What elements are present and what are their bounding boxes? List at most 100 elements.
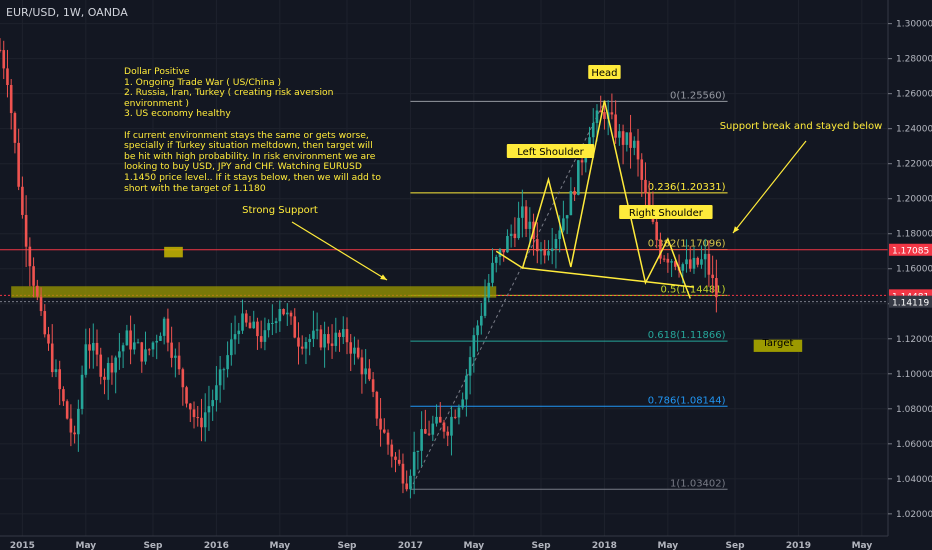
candle-body	[65, 401, 69, 419]
candle-body	[0, 49, 2, 51]
candle-body	[185, 387, 188, 404]
y-tick-label: 1.18000	[896, 230, 932, 240]
candle-body	[681, 264, 685, 271]
fib-label-0: 0(1.25560)	[670, 90, 726, 101]
candle-body	[271, 323, 274, 325]
candle-body	[196, 417, 200, 419]
candle-body	[618, 131, 621, 138]
candle-body	[226, 355, 229, 370]
fib-label-0.618: 0.618(1.11866)	[648, 330, 726, 341]
candle-body	[263, 330, 267, 342]
candle-body	[300, 346, 304, 349]
x-tick-label: 2018	[592, 541, 617, 550]
candle-body	[39, 296, 43, 312]
candle-body	[91, 342, 95, 351]
candle-body	[450, 416, 453, 436]
candle-body	[259, 336, 263, 342]
price-tag-bg	[889, 295, 932, 308]
candle-body	[345, 329, 349, 343]
price-tag: 1.14119	[892, 299, 929, 309]
neckline-left	[495, 250, 523, 269]
y-tick-label: 1.10000	[896, 370, 932, 380]
candle-body	[535, 239, 539, 252]
candle-body	[170, 342, 173, 358]
candle-body	[438, 416, 442, 423]
candle-body	[453, 416, 457, 418]
candle-body	[21, 186, 24, 215]
candle-body	[319, 329, 323, 348]
candle-body	[207, 406, 211, 413]
candle-body	[621, 131, 625, 145]
candle-body	[405, 483, 408, 490]
candle-body	[256, 321, 259, 337]
price-tag-bg	[889, 243, 932, 256]
right-shoulder-label-bg	[619, 205, 713, 219]
fib-label-0.236: 0.236(1.20331)	[648, 182, 726, 193]
x-tick-label: May	[658, 541, 679, 550]
candle-body	[700, 259, 703, 265]
candle-body	[95, 342, 99, 355]
candle-body	[528, 221, 532, 229]
candle-body	[54, 369, 58, 373]
x-tick-label: May	[270, 541, 291, 550]
candle-body	[222, 369, 226, 371]
candle-body	[69, 418, 73, 433]
y-tick-label: 1.04000	[896, 475, 932, 485]
candle-body	[517, 217, 520, 239]
candle-body	[341, 329, 345, 337]
neckline	[522, 267, 695, 288]
candle-body	[349, 342, 353, 354]
x-tick-label: Sep	[726, 541, 746, 550]
candle-body	[375, 391, 379, 419]
candle-body	[461, 399, 464, 408]
candle-body	[356, 347, 360, 358]
candle-body	[312, 330, 315, 339]
candle-body	[177, 355, 181, 370]
candle-body	[442, 422, 446, 432]
x-tick-label: Sep	[531, 541, 551, 550]
candle-body	[28, 246, 32, 267]
y-tick-label: 1.06000	[896, 440, 932, 450]
candle-body	[360, 357, 364, 375]
candle-body	[293, 316, 297, 338]
candle-body	[685, 259, 688, 265]
candle-body	[308, 338, 311, 343]
candle-body	[431, 423, 435, 435]
candle-body	[118, 351, 121, 358]
candle-body	[595, 110, 599, 123]
candle-body	[371, 379, 375, 392]
candle-body	[32, 266, 35, 286]
candle-body	[106, 362, 110, 380]
candle-body	[285, 312, 289, 315]
candle-body	[524, 206, 528, 229]
candle-body	[562, 218, 565, 231]
y-tick-label: 1.12000	[896, 335, 932, 345]
candle-body	[506, 236, 509, 253]
candle-body	[188, 403, 192, 410]
candle-body	[9, 85, 13, 114]
candle-body	[483, 297, 487, 316]
candle-body	[401, 463, 405, 484]
candle-body	[200, 417, 203, 428]
x-tick-label: May	[852, 541, 873, 550]
candle-body	[614, 114, 617, 138]
candle-body	[233, 334, 237, 340]
candle-body	[140, 342, 144, 362]
candle-body	[543, 249, 547, 256]
candle-body	[588, 137, 591, 151]
candle-body	[144, 349, 147, 362]
support-zone-layer	[11, 246, 803, 352]
candle-body	[558, 230, 561, 240]
candle-body	[703, 253, 707, 260]
candle-body	[666, 258, 670, 263]
candle-body	[547, 251, 550, 256]
candle-body	[252, 321, 256, 329]
candle-body	[674, 261, 677, 267]
candle-body	[133, 342, 136, 350]
candle-body	[192, 409, 196, 418]
candle-body	[80, 374, 84, 409]
candle-body	[334, 332, 338, 346]
candle-body	[73, 432, 76, 435]
